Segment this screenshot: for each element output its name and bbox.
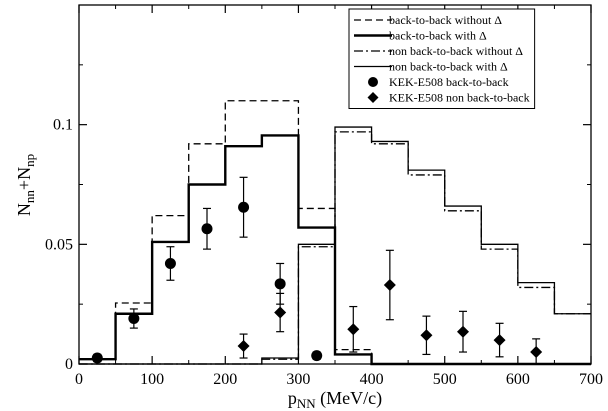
y-axis-label-sub1: nn (22, 190, 37, 204)
y-axis-label-sub2: np (22, 154, 37, 167)
x-tick-label: 600 (506, 371, 530, 388)
data-point-circle (201, 223, 213, 235)
data-point-circle (274, 278, 286, 290)
data-point-diamond (237, 340, 250, 353)
legend: back-to-back without Δ back-to-back with … (348, 8, 536, 109)
x-axis-label-sub: NN (297, 396, 316, 411)
legend-label-5: KEK-E508 back-to-back (389, 75, 509, 89)
y-axis-label-plus: +N (14, 167, 34, 190)
legend-label-1: back-to-back without Δ (389, 13, 502, 27)
y-tick-label: 0 (65, 356, 73, 373)
x-tick-label: 100 (140, 371, 164, 388)
data-point-diamond (347, 323, 360, 336)
data-point-circle (91, 352, 103, 364)
legend-marker-circle (368, 77, 378, 87)
histogram-series-2 (79, 134, 591, 366)
legend-frame (348, 8, 536, 109)
x-tick-label: 700 (579, 371, 603, 388)
x-tick-label: 400 (360, 371, 384, 388)
x-tick-label: 500 (433, 371, 457, 388)
data-point-diamond (383, 279, 396, 292)
y-axis-label-main1: N (14, 203, 34, 216)
x-axis-label: pNN (MeV/c) (288, 388, 382, 411)
histogram-series-4 (79, 126, 591, 365)
data-point-circle (128, 313, 140, 325)
legend-label-2: back-to-back with Δ (389, 29, 487, 43)
data-points-layer (91, 176, 543, 365)
legend-label-3: non back-to-back without Δ (389, 44, 523, 58)
axes-layer: 0 100 200 300 400 500 600 700 0 0.05 0.1 (45, 5, 603, 388)
data-point-diamond (420, 329, 433, 342)
histogram-layer (79, 100, 591, 366)
x-axis-label-unit: (MeV/c) (316, 388, 382, 409)
legend-marker-diamond (367, 92, 379, 103)
y-tick-label: 0.1 (53, 117, 73, 134)
x-axis-label-main: p (288, 388, 297, 408)
data-point-diamond (530, 346, 543, 359)
data-point-diamond (493, 334, 506, 347)
data-point-diamond (457, 325, 469, 338)
data-point-circle (164, 257, 176, 269)
x-tick-label: 300 (286, 371, 310, 388)
x-tick-label: 0 (75, 371, 83, 388)
y-axis-label: Nnn+Nnp (14, 154, 37, 216)
data-point-circle (311, 350, 323, 362)
legend-label-4: non back-to-back with Δ (389, 60, 508, 74)
y-tick-label: 0.05 (45, 236, 73, 253)
x-tick-label: 200 (213, 371, 237, 388)
data-point-circle (238, 201, 250, 213)
legend-label-6: KEK-E508 non back-to-back (389, 91, 530, 105)
data-point-diamond (274, 306, 287, 319)
